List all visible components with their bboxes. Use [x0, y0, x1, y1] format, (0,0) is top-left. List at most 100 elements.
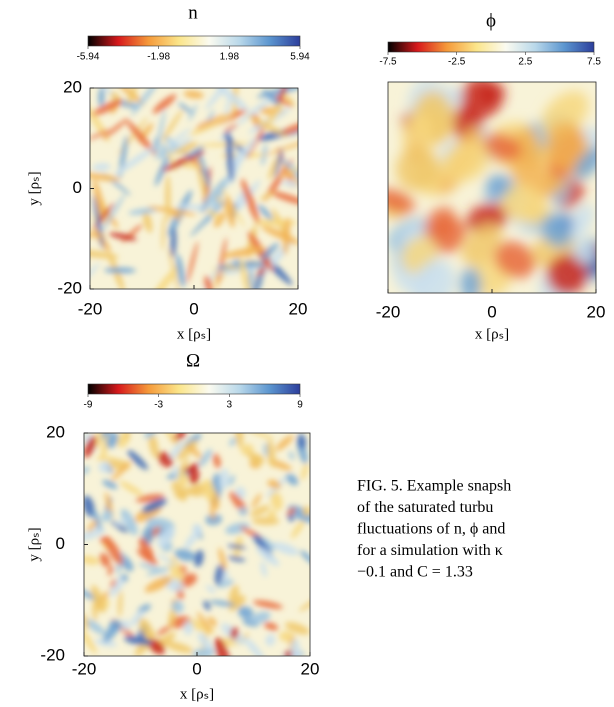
field-blob	[162, 150, 205, 172]
field-blob	[109, 620, 122, 632]
field-blob	[186, 146, 205, 159]
colorbar-tick-label: -7.5	[379, 57, 397, 68]
field-blob	[157, 553, 177, 566]
caption-line: for a simulation with κ	[357, 542, 503, 559]
field-blob	[176, 253, 185, 288]
field-blob	[159, 142, 166, 161]
field-blob	[277, 126, 298, 138]
field-blob	[108, 232, 137, 241]
field-blob	[388, 188, 415, 214]
field-blob	[281, 162, 298, 188]
field-blob	[225, 195, 235, 228]
field-blob	[173, 141, 198, 155]
field-blob	[280, 158, 298, 188]
field-blob	[164, 641, 193, 654]
field-blob	[111, 460, 132, 481]
field-blob	[98, 88, 105, 107]
field-blob	[188, 104, 198, 121]
field-blob	[262, 88, 283, 108]
y-tick-label: 0	[73, 178, 82, 197]
y-axis-label: y [ρₛ]	[26, 527, 42, 561]
field-blob	[402, 114, 433, 158]
field-blob	[128, 207, 158, 215]
field-blob	[121, 619, 130, 631]
colorbar-tick-label: 5.94	[290, 52, 310, 63]
field-blob	[138, 537, 154, 560]
field-blob	[287, 513, 295, 522]
field-blob	[152, 94, 177, 114]
field-blob	[156, 527, 176, 548]
panel-title: Ω	[186, 350, 200, 371]
colorbar	[387, 41, 595, 53]
field-blob	[173, 465, 180, 478]
field-blob	[250, 611, 271, 624]
field-blob	[250, 505, 270, 517]
field-blob	[251, 493, 262, 509]
field-blob	[161, 109, 184, 143]
x-tick-label: -20	[72, 659, 97, 678]
field-blob	[270, 491, 283, 511]
field-blob	[274, 148, 283, 179]
field-blob	[199, 448, 212, 467]
field-blob	[90, 172, 121, 182]
field-blob	[101, 510, 113, 522]
field-blob	[92, 508, 102, 531]
field-blob	[227, 544, 247, 550]
field-blob	[171, 600, 184, 613]
field-blob	[214, 637, 230, 656]
field-blob	[268, 156, 279, 180]
field-blob	[258, 204, 273, 221]
field-blob	[281, 122, 298, 135]
field-blob	[94, 638, 118, 647]
field-blob	[183, 620, 194, 636]
field-blob	[286, 507, 296, 516]
field-blob	[267, 102, 282, 125]
field-blob	[251, 517, 280, 526]
field-texture	[84, 433, 310, 656]
field-blob	[229, 437, 237, 447]
field-blob	[123, 635, 153, 646]
field-blob	[171, 481, 187, 502]
field-blob	[484, 133, 523, 162]
field-blob	[180, 162, 204, 169]
field-blob	[225, 522, 250, 535]
field-blob	[207, 616, 217, 627]
field-blob	[265, 634, 276, 646]
field-blob	[297, 433, 307, 450]
caption-line: −0.1 and C = 1.33	[357, 564, 473, 581]
field-blob	[196, 142, 251, 147]
field-blob	[170, 227, 177, 258]
field-blob	[90, 249, 120, 259]
x-axis-label: x [ρₛ]	[475, 326, 509, 342]
field-blob	[247, 115, 288, 137]
field-blob	[237, 606, 254, 619]
field-blob	[194, 549, 204, 567]
field-blob	[228, 474, 236, 486]
field-blob	[206, 584, 216, 594]
field-blob	[412, 259, 456, 293]
field-blob	[424, 207, 455, 240]
field-blob	[494, 241, 536, 279]
field-blob	[202, 479, 215, 501]
field-blob	[209, 600, 236, 607]
field-blob	[263, 622, 279, 631]
field-blob	[163, 127, 192, 151]
field-blob	[223, 123, 238, 133]
field-blob	[87, 520, 97, 533]
field-blob	[84, 618, 106, 635]
panel-title: ϕ	[486, 10, 496, 31]
field-blob	[300, 463, 309, 481]
field-blob	[573, 146, 596, 179]
field-blob	[236, 92, 279, 126]
field-blob	[102, 479, 118, 490]
colorbar-tick-label: -1.98	[147, 52, 170, 63]
field-blob	[395, 145, 440, 192]
field-blob	[510, 155, 554, 200]
field-blob	[290, 519, 305, 539]
field-blob	[84, 626, 97, 654]
y-tick-label: 0	[56, 534, 65, 553]
field-blob	[163, 433, 180, 448]
field-blob	[151, 517, 175, 531]
field-blob	[119, 481, 143, 496]
x-tick-label: 0	[487, 302, 496, 321]
